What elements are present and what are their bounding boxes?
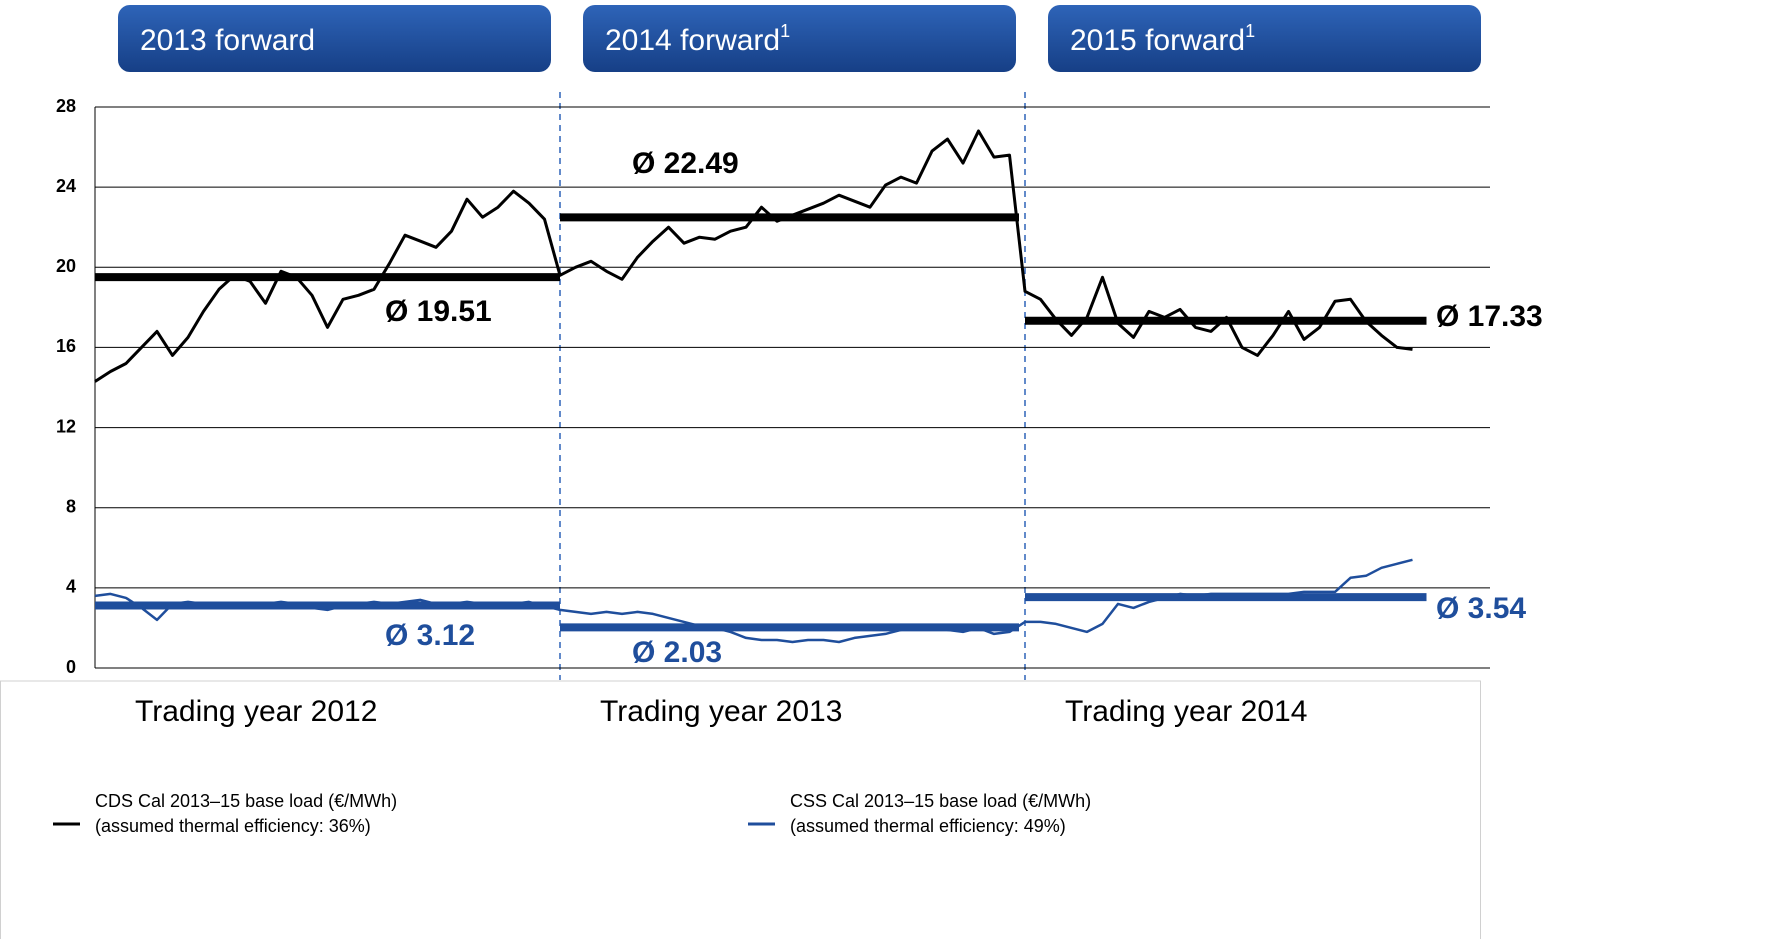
period-header-text: 2013 forward [140,24,315,57]
period-label: Trading year 2014 [1065,695,1307,728]
legend-panel [0,680,1481,939]
y-tick-label: 16 [56,336,76,356]
y-tick-label: 0 [66,657,76,677]
y-tick-label: 28 [56,96,76,116]
period-header-title: 2015 forward [1070,24,1245,57]
legend-note: (assumed thermal efficiency: 49%) [790,816,1066,836]
y-tick-label: 12 [56,416,76,436]
period-header [1048,5,1481,72]
period-header [583,5,1016,72]
period-header-text: 2014 forward1 [605,21,790,57]
period-header-title: 2014 forward [605,24,780,57]
y-tick-label: 8 [66,496,76,516]
period-header-title: 2013 forward [140,24,315,57]
y-tick-label: 20 [56,256,76,276]
period-label: Trading year 2012 [135,695,377,728]
y-tick-label: 24 [56,176,76,196]
footnote-marker: 1 [1245,21,1255,41]
average-label: Ø 3.12 [385,619,475,652]
average-label: Ø 2.03 [632,636,722,669]
period-label: Trading year 2013 [600,695,842,728]
average-label: Ø 3.54 [1436,592,1526,625]
average-label: Ø 19.51 [385,295,492,328]
data-line [94,129,1413,383]
legend-label: CSS Cal 2013–15 base load (€/MWh) [790,791,1091,811]
period-header [118,5,551,72]
average-label: Ø 22.49 [632,147,739,180]
footnote-marker: 1 [780,21,790,41]
legend-label: CDS Cal 2013–15 base load (€/MWh) [95,791,397,811]
average-label: Ø 17.33 [1436,300,1543,333]
y-tick-label: 4 [66,577,76,597]
period-header-text: 2015 forward1 [1070,21,1255,57]
legend-note: (assumed thermal efficiency: 36%) [95,816,371,836]
